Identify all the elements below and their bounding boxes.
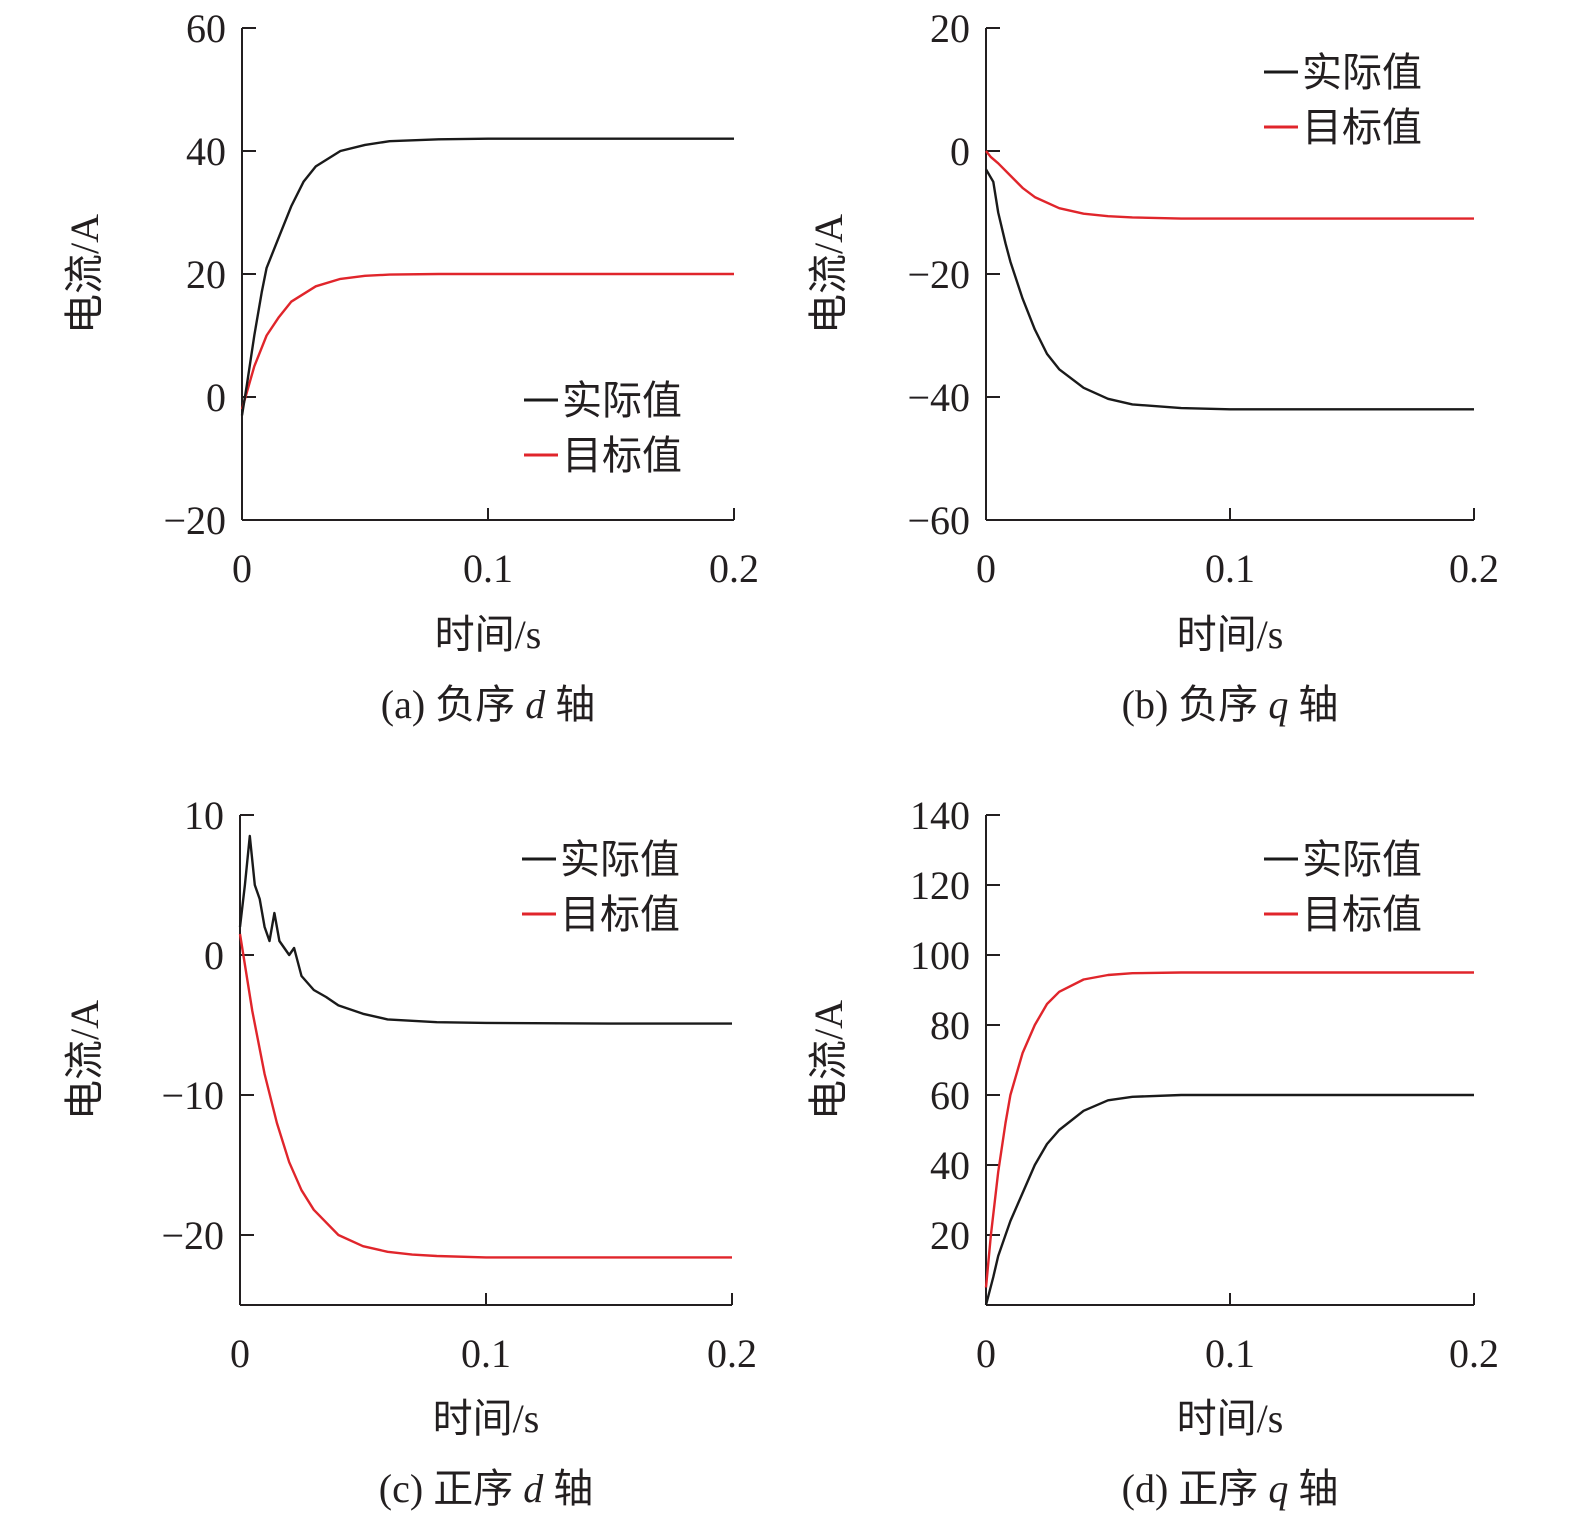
x-axis-title: 时间/s (1177, 612, 1284, 657)
legend-label-target: 目标值 (1302, 105, 1422, 150)
y-tick-label: −60 (907, 498, 970, 543)
y-tick-label: 60 (186, 6, 226, 51)
legend-label-actual: 实际值 (1302, 837, 1422, 882)
y-tick-label: 40 (186, 129, 226, 174)
x-tick-label: 0.2 (1449, 1331, 1499, 1376)
y-tick-label: 0 (204, 933, 224, 978)
y-tick-label: −20 (163, 498, 226, 543)
x-tick-label: 0 (976, 546, 996, 591)
legend-label-target: 目标值 (562, 433, 682, 478)
y-tick-label: 60 (930, 1073, 970, 1118)
y-tick-label: 80 (930, 1003, 970, 1048)
series-line-actual (238, 834, 732, 1025)
y-tick-label: −20 (907, 252, 970, 297)
x-tick-label: 0.1 (1205, 546, 1255, 591)
x-tick-label: 0 (230, 1331, 250, 1376)
x-axis-title: 时间/s (1177, 1396, 1284, 1441)
y-tick-label: 20 (186, 252, 226, 297)
x-tick-label: 0.2 (709, 546, 759, 591)
y-tick-label: 20 (930, 1213, 970, 1258)
x-tick-label: 0.2 (1449, 546, 1499, 591)
x-tick-label: 0.1 (461, 1331, 511, 1376)
y-tick-label: −10 (161, 1073, 224, 1118)
legend-label-actual: 实际值 (562, 378, 682, 423)
panel-caption: (d) 正序 q 轴 (1122, 1466, 1339, 1511)
y-tick-label: −40 (907, 375, 970, 420)
y-tick-label: 40 (930, 1143, 970, 1188)
y-tick-label: 10 (184, 793, 224, 838)
panel-caption: (a) 负序 d 轴 (381, 682, 595, 727)
x-tick-label: 0.1 (463, 546, 513, 591)
series-line-target (984, 971, 1474, 1288)
legend-label-actual: 实际值 (560, 837, 680, 882)
y-tick-label: 120 (910, 863, 970, 908)
y-tick-label: −20 (161, 1213, 224, 1258)
y-axis-title: 电流/A (62, 1000, 107, 1120)
series-line-actual (984, 1093, 1474, 1306)
x-tick-label: 0 (976, 1331, 996, 1376)
x-tick-label: 0.2 (707, 1331, 757, 1376)
y-tick-label: 20 (930, 6, 970, 51)
y-axis-title: 电流/A (806, 214, 851, 334)
legend-label-target: 目标值 (560, 892, 680, 937)
legend-label-target: 目标值 (1302, 892, 1422, 937)
panel-caption: (b) 负序 q 轴 (1122, 682, 1339, 727)
series-line-target (985, 150, 1474, 220)
series-line-target (240, 272, 734, 410)
y-axis-title: 电流/A (62, 214, 107, 334)
x-tick-label: 0 (232, 546, 252, 591)
series-line-target (238, 933, 732, 1259)
x-tick-label: 0.1 (1205, 1331, 1255, 1376)
series-line-actual (240, 137, 734, 416)
y-axis-title: 电流/A (806, 1000, 851, 1120)
series-line-actual (984, 168, 1474, 411)
y-tick-label: 100 (910, 933, 970, 978)
x-axis-title: 时间/s (433, 1396, 540, 1441)
y-tick-label: 140 (910, 793, 970, 838)
y-tick-label: 0 (206, 375, 226, 420)
y-tick-label: 0 (950, 129, 970, 174)
panel-caption: (c) 正序 d 轴 (379, 1466, 593, 1511)
x-axis-title: 时间/s (435, 612, 542, 657)
legend-label-actual: 实际值 (1302, 50, 1422, 95)
